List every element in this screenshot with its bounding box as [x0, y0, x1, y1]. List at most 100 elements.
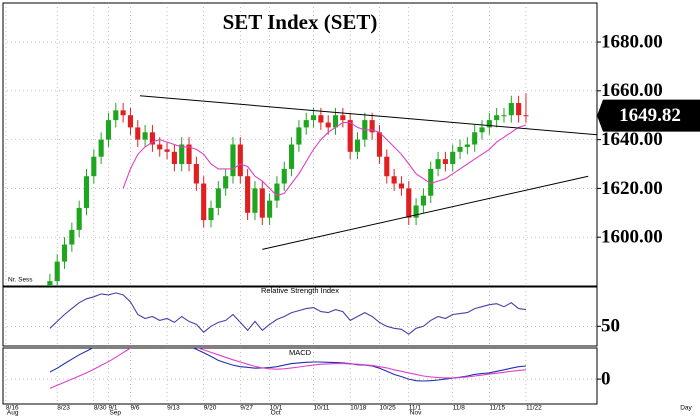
candle-body [464, 144, 470, 147]
x-tick-label: 11/15 [489, 405, 505, 412]
x-axis-end-label: Day [680, 405, 692, 412]
candle-body [76, 207, 82, 230]
candle-body [472, 132, 478, 145]
candle-body [193, 164, 199, 184]
candle-body [340, 115, 346, 121]
candle-body [113, 110, 119, 121]
candle-body [486, 120, 492, 128]
y-tick-label: 1660.00 [601, 80, 663, 101]
candle-body [98, 139, 104, 157]
candle-body [435, 159, 441, 169]
macd-panel [2, 347, 598, 405]
candle-body [516, 103, 522, 116]
month-label: Aug [7, 410, 19, 416]
candle-body [208, 207, 214, 221]
candle-body [259, 188, 265, 218]
trendline [262, 175, 589, 250]
candle-body [413, 205, 419, 218]
chart-title: SET Index (SET) [223, 10, 378, 34]
y-tick-label: 1680.00 [601, 31, 663, 52]
macd-line [49, 348, 527, 389]
candle-body [215, 188, 221, 208]
x-tick-label: 11/1 [409, 405, 422, 412]
candle-body [245, 176, 251, 213]
y-tick-label: 50 [601, 316, 620, 337]
candle-body [494, 115, 500, 121]
candle-body [442, 159, 448, 165]
candle-body [237, 144, 243, 177]
candle-body [179, 144, 185, 165]
candle-body [369, 120, 375, 133]
x-tick-label: 9/20 [204, 405, 217, 412]
candle-body [354, 139, 361, 152]
x-tick-label: 10/1 [270, 405, 283, 412]
month-label: Sep [109, 410, 121, 416]
candle-body [171, 151, 177, 165]
candle-body [450, 151, 456, 165]
x-tick-label: 9/6 [130, 405, 139, 412]
candle-body [501, 115, 507, 117]
x-tick-label: 11/8 [453, 405, 466, 412]
candle-body [267, 200, 273, 218]
candle-body [289, 144, 295, 169]
candle-body [201, 183, 207, 221]
x-tick-label: 8/30 [94, 405, 107, 412]
rsi-panel [2, 286, 598, 347]
candle-body [406, 188, 412, 218]
rsi-line [49, 292, 527, 335]
candle-body [186, 144, 192, 165]
x-tick-label: 9/1 [108, 405, 117, 412]
month-label: Oct [271, 410, 281, 416]
rsi-title: Relative Strength Index [261, 286, 339, 295]
y-tick-label: 1640.00 [601, 129, 663, 150]
candle-body [69, 229, 75, 245]
candle-body [120, 110, 126, 116]
candle-body [508, 103, 514, 116]
candle-body [332, 115, 339, 128]
corner-label: Nr. Sess [8, 277, 33, 284]
candle-body [325, 122, 331, 128]
last-price-box [597, 99, 700, 132]
candle-body [347, 120, 353, 152]
candle-body [157, 144, 163, 150]
candle-body [105, 120, 112, 140]
candle-body [47, 281, 53, 286]
x-tick-label: 11/22 [526, 405, 542, 412]
candle-body [391, 176, 397, 184]
x-tick-label: 9/13 [167, 405, 180, 412]
x-tick-label: 10/25 [379, 405, 396, 412]
candles [47, 93, 529, 286]
candle-body [303, 120, 309, 128]
candle-body [318, 115, 324, 123]
macd-title: MACD [289, 348, 312, 357]
candle-body [54, 261, 60, 282]
candle-body [296, 127, 302, 145]
candle-body [428, 168, 434, 196]
candle-body [457, 146, 463, 152]
candle-body [252, 188, 258, 213]
candle-body [376, 132, 383, 157]
last-price-label: 1649.82 [619, 105, 681, 126]
candle-body [61, 244, 68, 262]
candle-body [127, 115, 134, 128]
candle-body [310, 115, 317, 121]
candle-body [523, 115, 529, 117]
x-tick-label: 9/27 [240, 405, 253, 412]
candle-body [83, 176, 90, 208]
candle-body [384, 156, 390, 177]
candle-body [281, 168, 287, 184]
candle-body [142, 132, 148, 140]
candle-body [91, 156, 97, 177]
x-tick-label: 8/16 [6, 405, 19, 412]
candle-body [398, 183, 405, 189]
candle-body [223, 176, 229, 189]
candle-body [135, 127, 141, 140]
candle-body [230, 144, 236, 177]
candle-body [149, 132, 155, 145]
y-tick-label: 1600.00 [601, 227, 663, 248]
macd-line [49, 348, 527, 382]
month-label: Nov [410, 410, 422, 416]
x-tick-label: 8/23 [57, 405, 70, 412]
candle-body [479, 127, 485, 133]
